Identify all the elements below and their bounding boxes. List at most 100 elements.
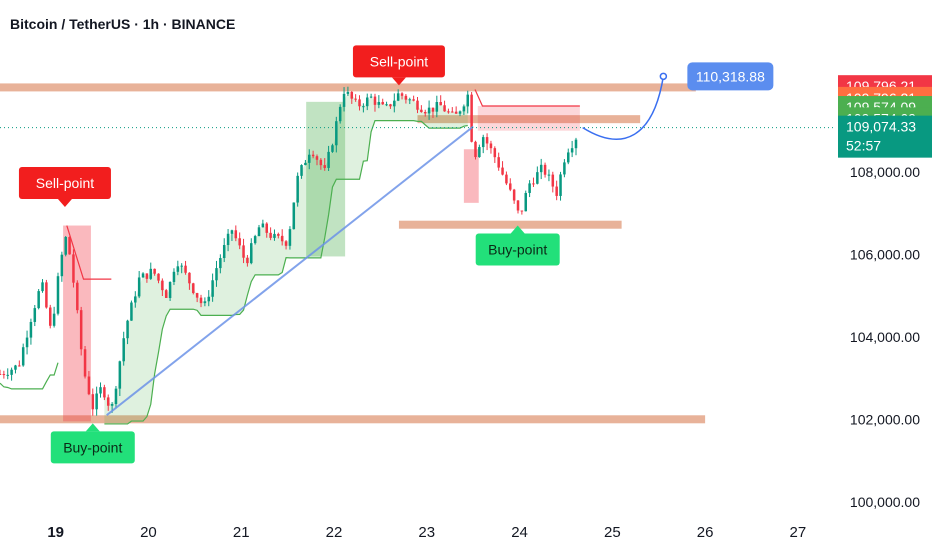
candle-body: [358, 99, 361, 107]
candle-body: [381, 101, 384, 105]
candle-body: [41, 282, 44, 292]
candle-body: [512, 189, 516, 201]
candle: [184, 260, 187, 275]
candle: [423, 109, 427, 117]
candle: [192, 282, 195, 295]
candle-body: [528, 183, 531, 193]
candle: [99, 382, 102, 398]
candle-body: [567, 152, 570, 163]
candle-body: [354, 98, 357, 100]
candle-body: [246, 257, 249, 264]
candle-body: [265, 223, 268, 233]
candle: [215, 260, 218, 287]
supertrend-line: [0, 362, 59, 390]
sell-point-label: Sell-point: [18, 166, 111, 207]
candle: [462, 104, 466, 116]
candle-body: [308, 154, 311, 163]
candle: [238, 232, 241, 250]
candle: [56, 272, 60, 316]
candle: [346, 86, 350, 96]
candle: [180, 263, 183, 274]
candle: [404, 94, 408, 104]
candle-body: [280, 235, 284, 242]
candle-body: [25, 337, 29, 348]
price-tag-countdown: 52:57: [846, 138, 881, 154]
candle-body: [250, 243, 253, 264]
label-text: Buy-point: [63, 439, 122, 455]
candle: [342, 87, 346, 112]
candle: [300, 164, 303, 179]
candle: [2, 370, 6, 379]
candle: [451, 107, 454, 113]
label-box: [50, 431, 135, 464]
candle-body: [439, 102, 442, 106]
candle-body: [462, 106, 466, 112]
candle-body: [253, 236, 257, 244]
x-tick-label: 23: [418, 524, 435, 541]
candle-body: [91, 394, 95, 410]
candle: [373, 93, 377, 112]
candle: [122, 331, 125, 366]
candle-body: [400, 93, 404, 96]
supertrend-area: [104, 92, 468, 424]
candle-body: [95, 393, 98, 410]
x-tick-label: 26: [697, 524, 714, 541]
x-tick-label: 22: [326, 524, 343, 541]
candle: [48, 304, 52, 329]
candle: [265, 222, 268, 238]
y-tick-label: 104,000.00: [850, 329, 920, 345]
candle-body: [277, 233, 280, 236]
candle: [273, 229, 276, 241]
candle-body: [72, 254, 75, 283]
candle-body: [149, 268, 153, 279]
candle: [250, 238, 253, 265]
candle: [493, 146, 497, 163]
candle-body: [6, 374, 9, 376]
buy-point-label: Buy-point: [50, 423, 135, 464]
candle: [164, 288, 168, 298]
candle-body: [172, 271, 176, 282]
candle: [481, 134, 485, 154]
candle-body: [574, 139, 578, 149]
candle-body: [2, 374, 6, 376]
candle: [528, 180, 531, 198]
candle-body: [551, 174, 555, 187]
candle: [470, 92, 473, 143]
candle: [76, 280, 79, 314]
sell-zone: [63, 225, 91, 422]
candle-body: [60, 254, 64, 277]
label-box: [475, 233, 560, 266]
candle-body: [56, 276, 60, 314]
candle: [466, 90, 470, 114]
candle: [365, 93, 369, 111]
candle: [230, 229, 234, 241]
label-pointer: [85, 423, 100, 432]
candle: [369, 93, 373, 99]
candle-body: [238, 238, 241, 246]
candle-body: [427, 107, 431, 114]
candle: [443, 100, 446, 112]
y-tick-label: 100,000.00: [850, 494, 920, 510]
candle: [497, 152, 500, 171]
candle: [304, 159, 307, 166]
candle: [354, 94, 357, 102]
candle-body: [412, 99, 415, 101]
candle: [516, 200, 520, 214]
candle: [145, 273, 149, 283]
candle: [311, 150, 315, 159]
candle: [308, 149, 311, 170]
candle-body: [501, 167, 504, 175]
candle-body: [141, 273, 145, 278]
candle-body: [122, 338, 125, 362]
candle-body: [48, 307, 52, 326]
candle: [512, 188, 516, 204]
candle: [199, 294, 203, 308]
candle-body: [230, 230, 234, 234]
candle-body: [184, 265, 187, 273]
candle-body: [559, 174, 562, 196]
level-band: [398, 220, 622, 229]
candle: [83, 345, 87, 379]
candle-body: [18, 365, 21, 367]
candle-body: [83, 349, 87, 377]
